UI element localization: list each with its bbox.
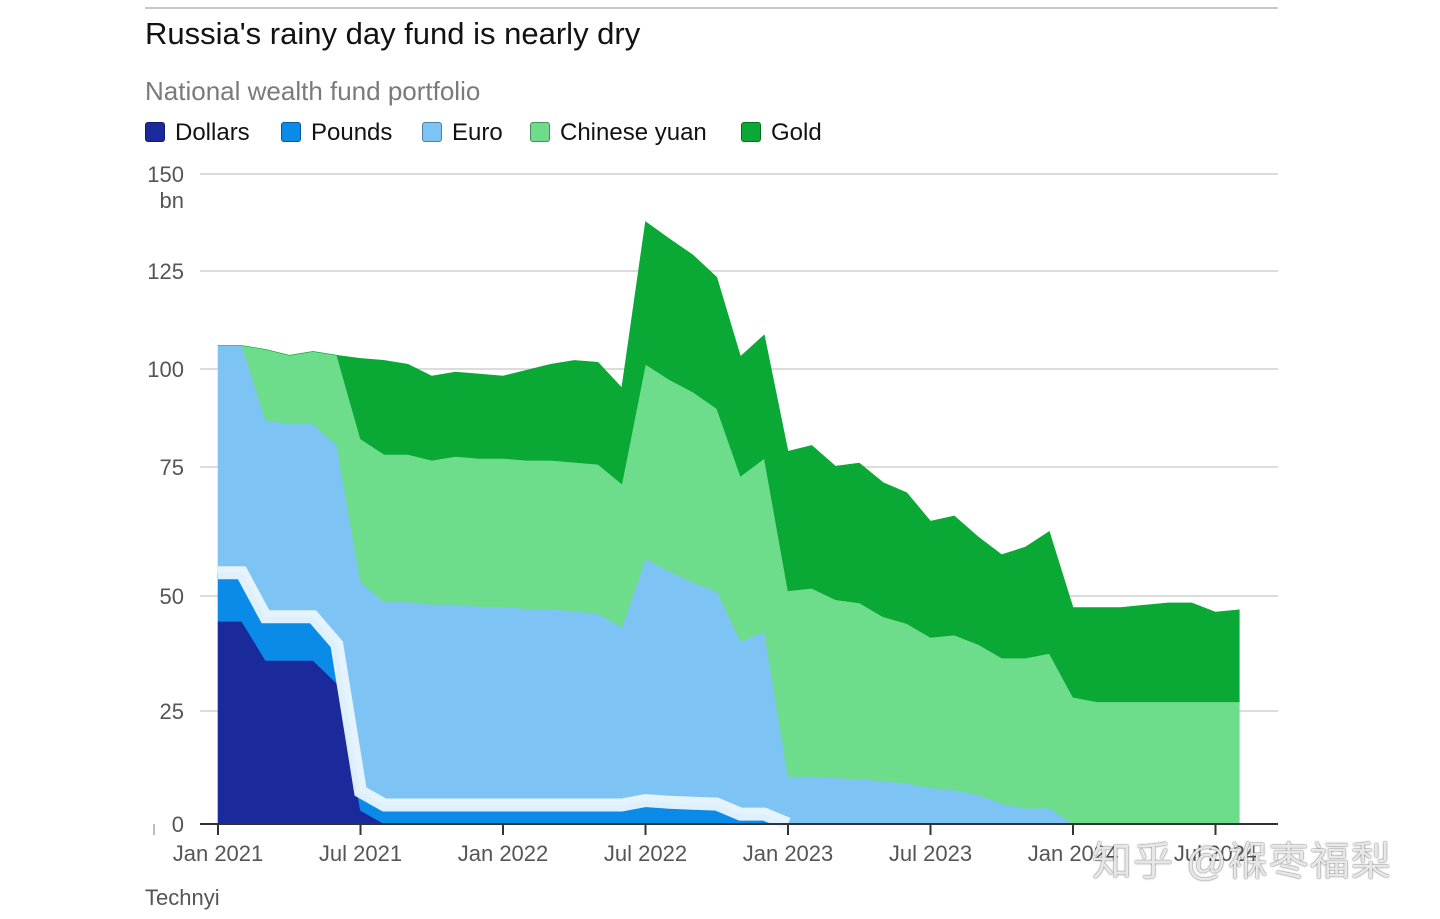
legend-swatch-chinese-yuan bbox=[530, 122, 550, 142]
y-tick-label: 125 bbox=[147, 259, 184, 284]
legend-label-chinese-yuan: Chinese yuan bbox=[560, 119, 707, 146]
x-tick-label: Jan 2024 bbox=[1028, 841, 1119, 866]
x-tick-label: Jul 2021 bbox=[319, 841, 402, 866]
legend-label-euro: Euro bbox=[452, 119, 503, 146]
y-unit-label: bn bbox=[160, 188, 184, 213]
legend-label-pounds: Pounds bbox=[311, 119, 393, 146]
y-tick-label: 25 bbox=[160, 699, 184, 724]
x-tick-label: Jan 2022 bbox=[458, 841, 549, 866]
y-tick-label: 75 bbox=[160, 455, 184, 480]
separator-pounds-euro bbox=[218, 566, 791, 830]
legend-swatch-pounds bbox=[281, 122, 301, 142]
legend-swatch-euro bbox=[422, 122, 442, 142]
legend-label-dollars: Dollars bbox=[175, 119, 250, 146]
y-tick-label: 100 bbox=[147, 357, 184, 382]
chart-subtitle: National wealth fund portfolio bbox=[145, 76, 481, 106]
x-tick-label: Jul 2024 bbox=[1174, 841, 1257, 866]
x-tick-label: Jul 2023 bbox=[889, 841, 972, 866]
source-note: Technyi bbox=[145, 885, 220, 910]
legend-swatch-gold bbox=[741, 122, 761, 142]
x-tick-labels: Jan 2021 Jul 2021 Jan 2022 Jul 2022 Jan 2023… bbox=[173, 841, 1257, 866]
y-tick-label: 150 bbox=[147, 162, 184, 187]
area-series bbox=[217, 221, 1240, 825]
x-axis bbox=[153, 823, 1278, 835]
x-tick-label: Jul 2022 bbox=[604, 841, 687, 866]
watermark: 知乎 @褓枣福梨 bbox=[1092, 840, 1392, 884]
x-tick-label: Jan 2023 bbox=[743, 841, 834, 866]
chart-title: Russia's rainy day fund is nearly dry bbox=[145, 16, 641, 51]
series-separators bbox=[218, 566, 791, 830]
top-rule bbox=[145, 7, 1278, 9]
y-tick-label: 50 bbox=[160, 584, 184, 609]
area-gold bbox=[218, 221, 1240, 703]
x-tick-label: Jan 2021 bbox=[173, 841, 264, 866]
y-tick-label: 0 bbox=[172, 812, 184, 837]
legend-label-gold: Gold bbox=[771, 119, 822, 146]
legend-swatch-dollars bbox=[145, 122, 165, 142]
